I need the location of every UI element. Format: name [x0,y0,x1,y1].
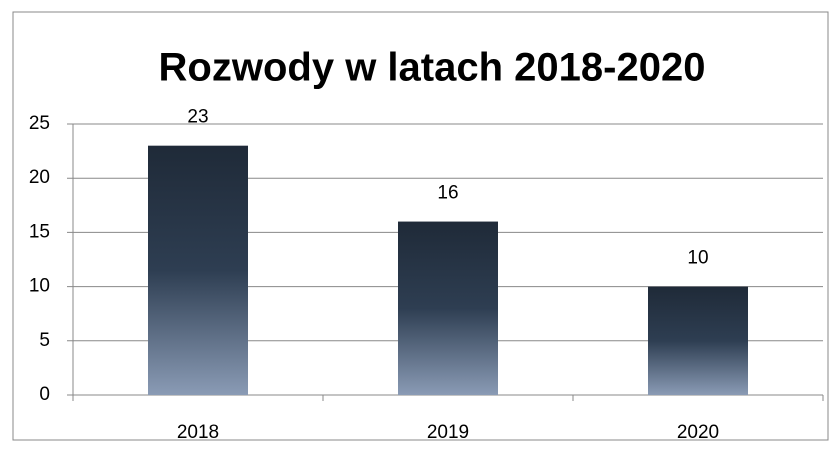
y-tick-label: 15 [29,221,50,242]
x-tick-label: 2018 [177,422,219,443]
bar [648,286,748,395]
chart-title: Rozwody w latach 2018-2020 [159,46,706,90]
bar [148,145,248,395]
y-tick-label: 20 [29,167,50,188]
x-tick-label: 2019 [427,422,469,443]
data-label: 16 [437,183,458,204]
y-tick-label: 25 [29,113,50,134]
y-tick-label: 0 [39,384,50,405]
y-tick-label: 5 [39,330,50,351]
y-tick-label: 10 [29,276,50,297]
data-label: 10 [687,248,708,269]
bar [398,221,498,395]
x-tick-label: 2020 [677,422,719,443]
data-label: 23 [187,107,208,128]
